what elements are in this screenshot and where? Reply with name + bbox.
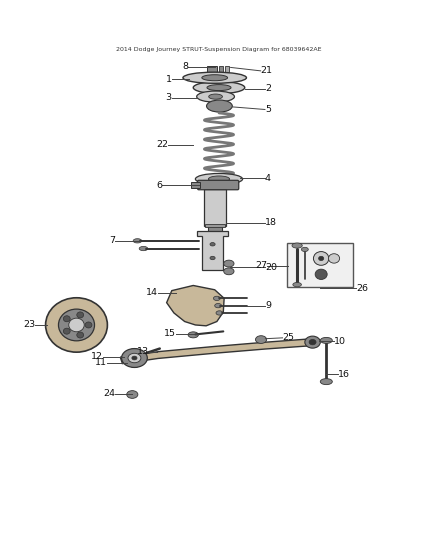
Text: 1: 1 <box>166 75 172 84</box>
Ellipse shape <box>320 378 332 385</box>
Text: 11: 11 <box>95 358 106 367</box>
Ellipse shape <box>314 252 329 265</box>
Bar <box>191 182 200 188</box>
FancyBboxPatch shape <box>287 243 353 287</box>
Ellipse shape <box>208 176 230 182</box>
Ellipse shape <box>320 337 332 343</box>
Polygon shape <box>166 286 224 326</box>
Ellipse shape <box>215 303 222 308</box>
Text: 18: 18 <box>265 219 277 227</box>
Text: 2014 Dodge Journey STRUT-Suspension Diagram for 68039642AE: 2014 Dodge Journey STRUT-Suspension Diag… <box>116 47 322 52</box>
Ellipse shape <box>207 100 232 112</box>
Text: 27: 27 <box>255 261 267 270</box>
Bar <box>208 66 217 72</box>
Bar <box>208 226 222 256</box>
Ellipse shape <box>193 82 245 94</box>
Text: 15: 15 <box>164 329 176 338</box>
Ellipse shape <box>315 269 327 279</box>
Ellipse shape <box>301 247 308 252</box>
Text: 2: 2 <box>265 84 271 93</box>
Ellipse shape <box>202 75 228 80</box>
Text: 3: 3 <box>166 93 172 102</box>
Text: 6: 6 <box>156 181 162 190</box>
Bar <box>219 66 223 72</box>
Ellipse shape <box>224 268 234 274</box>
Bar <box>205 189 226 226</box>
Ellipse shape <box>69 318 84 332</box>
Ellipse shape <box>122 349 147 367</box>
Ellipse shape <box>133 239 142 243</box>
Ellipse shape <box>132 356 137 360</box>
Text: 5: 5 <box>265 105 271 114</box>
Text: 24: 24 <box>103 389 115 398</box>
Bar <box>225 66 230 72</box>
Text: 14: 14 <box>146 288 158 297</box>
Ellipse shape <box>85 322 92 328</box>
Ellipse shape <box>183 72 247 83</box>
Text: 25: 25 <box>283 333 294 342</box>
Text: 4: 4 <box>265 174 271 183</box>
Text: 23: 23 <box>23 320 35 329</box>
Ellipse shape <box>210 243 215 246</box>
Ellipse shape <box>64 328 70 334</box>
Ellipse shape <box>293 282 301 287</box>
Bar <box>205 224 225 227</box>
Ellipse shape <box>58 309 95 341</box>
Text: 8: 8 <box>182 62 188 71</box>
Text: 7: 7 <box>109 236 115 245</box>
Ellipse shape <box>64 316 70 322</box>
Text: 9: 9 <box>265 301 271 310</box>
Ellipse shape <box>309 340 316 345</box>
Text: 22: 22 <box>156 140 168 149</box>
Text: 21: 21 <box>261 66 272 75</box>
Ellipse shape <box>216 311 223 315</box>
Text: 12: 12 <box>91 352 103 361</box>
Ellipse shape <box>210 256 215 260</box>
Text: 16: 16 <box>338 370 350 379</box>
Ellipse shape <box>77 312 84 318</box>
Ellipse shape <box>128 353 141 363</box>
Ellipse shape <box>207 85 231 91</box>
Ellipse shape <box>318 256 324 261</box>
Text: 20: 20 <box>265 263 277 272</box>
FancyBboxPatch shape <box>198 180 239 190</box>
Ellipse shape <box>46 298 107 352</box>
Ellipse shape <box>255 336 267 343</box>
Ellipse shape <box>292 243 302 248</box>
Ellipse shape <box>305 336 320 348</box>
Text: 10: 10 <box>334 337 346 346</box>
Polygon shape <box>120 338 314 364</box>
Text: 13: 13 <box>138 347 149 356</box>
Ellipse shape <box>328 254 339 263</box>
Ellipse shape <box>77 332 84 338</box>
Ellipse shape <box>127 391 138 398</box>
Ellipse shape <box>208 94 223 99</box>
Ellipse shape <box>224 260 234 267</box>
Ellipse shape <box>197 91 234 102</box>
Text: 26: 26 <box>357 284 368 293</box>
Ellipse shape <box>213 296 220 301</box>
Polygon shape <box>197 231 229 270</box>
Ellipse shape <box>188 332 198 338</box>
Ellipse shape <box>195 173 243 184</box>
Ellipse shape <box>139 246 148 251</box>
